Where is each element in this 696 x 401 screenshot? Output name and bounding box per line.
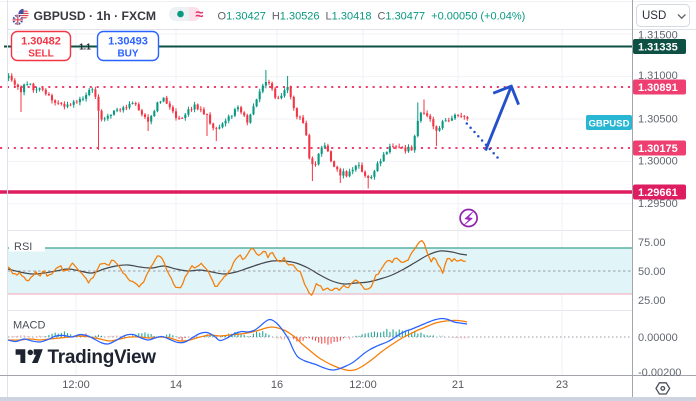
svg-text:≈: ≈	[196, 7, 204, 23]
svg-text:0.00000: 0.00000	[638, 332, 678, 344]
svg-text:1.29661: 1.29661	[638, 187, 678, 199]
svg-text:GBPUSD · 1h · FXCM: GBPUSD · 1h · FXCM	[34, 9, 157, 23]
svg-text:1.30493: 1.30493	[108, 36, 148, 48]
svg-text:RSI: RSI	[14, 241, 32, 253]
svg-text:TradingView: TradingView	[48, 347, 157, 368]
svg-text:1.30175: 1.30175	[638, 143, 678, 155]
svg-text:1.30482: 1.30482	[21, 36, 61, 48]
svg-text:1.31500: 1.31500	[638, 30, 678, 42]
svg-text:1.31000: 1.31000	[638, 70, 678, 82]
svg-text:1.1: 1.1	[79, 42, 91, 52]
svg-text:GBPUSD: GBPUSD	[588, 118, 629, 129]
svg-text:1.30000: 1.30000	[638, 156, 678, 168]
svg-text:-0.00200: -0.00200	[638, 367, 681, 379]
svg-text:1.29500: 1.29500	[638, 198, 678, 210]
svg-text:MACD: MACD	[13, 320, 45, 332]
svg-text:1.31335: 1.31335	[638, 42, 678, 54]
svg-text:25.00: 25.00	[638, 295, 666, 307]
svg-text:23: 23	[556, 379, 568, 391]
svg-text:BUY: BUY	[117, 49, 138, 60]
svg-text:21: 21	[452, 379, 464, 391]
svg-text:USD: USD	[642, 10, 666, 22]
svg-text:50.00: 50.00	[638, 266, 666, 278]
svg-text:16: 16	[271, 379, 283, 391]
svg-text:12:00: 12:00	[62, 379, 90, 391]
svg-text:1.30500: 1.30500	[638, 114, 678, 126]
svg-text:1.30891: 1.30891	[638, 82, 678, 94]
svg-text:14: 14	[170, 379, 182, 391]
svg-text:12:00: 12:00	[349, 379, 377, 391]
svg-text:75.00: 75.00	[638, 237, 666, 249]
svg-text:SELL: SELL	[28, 49, 54, 60]
